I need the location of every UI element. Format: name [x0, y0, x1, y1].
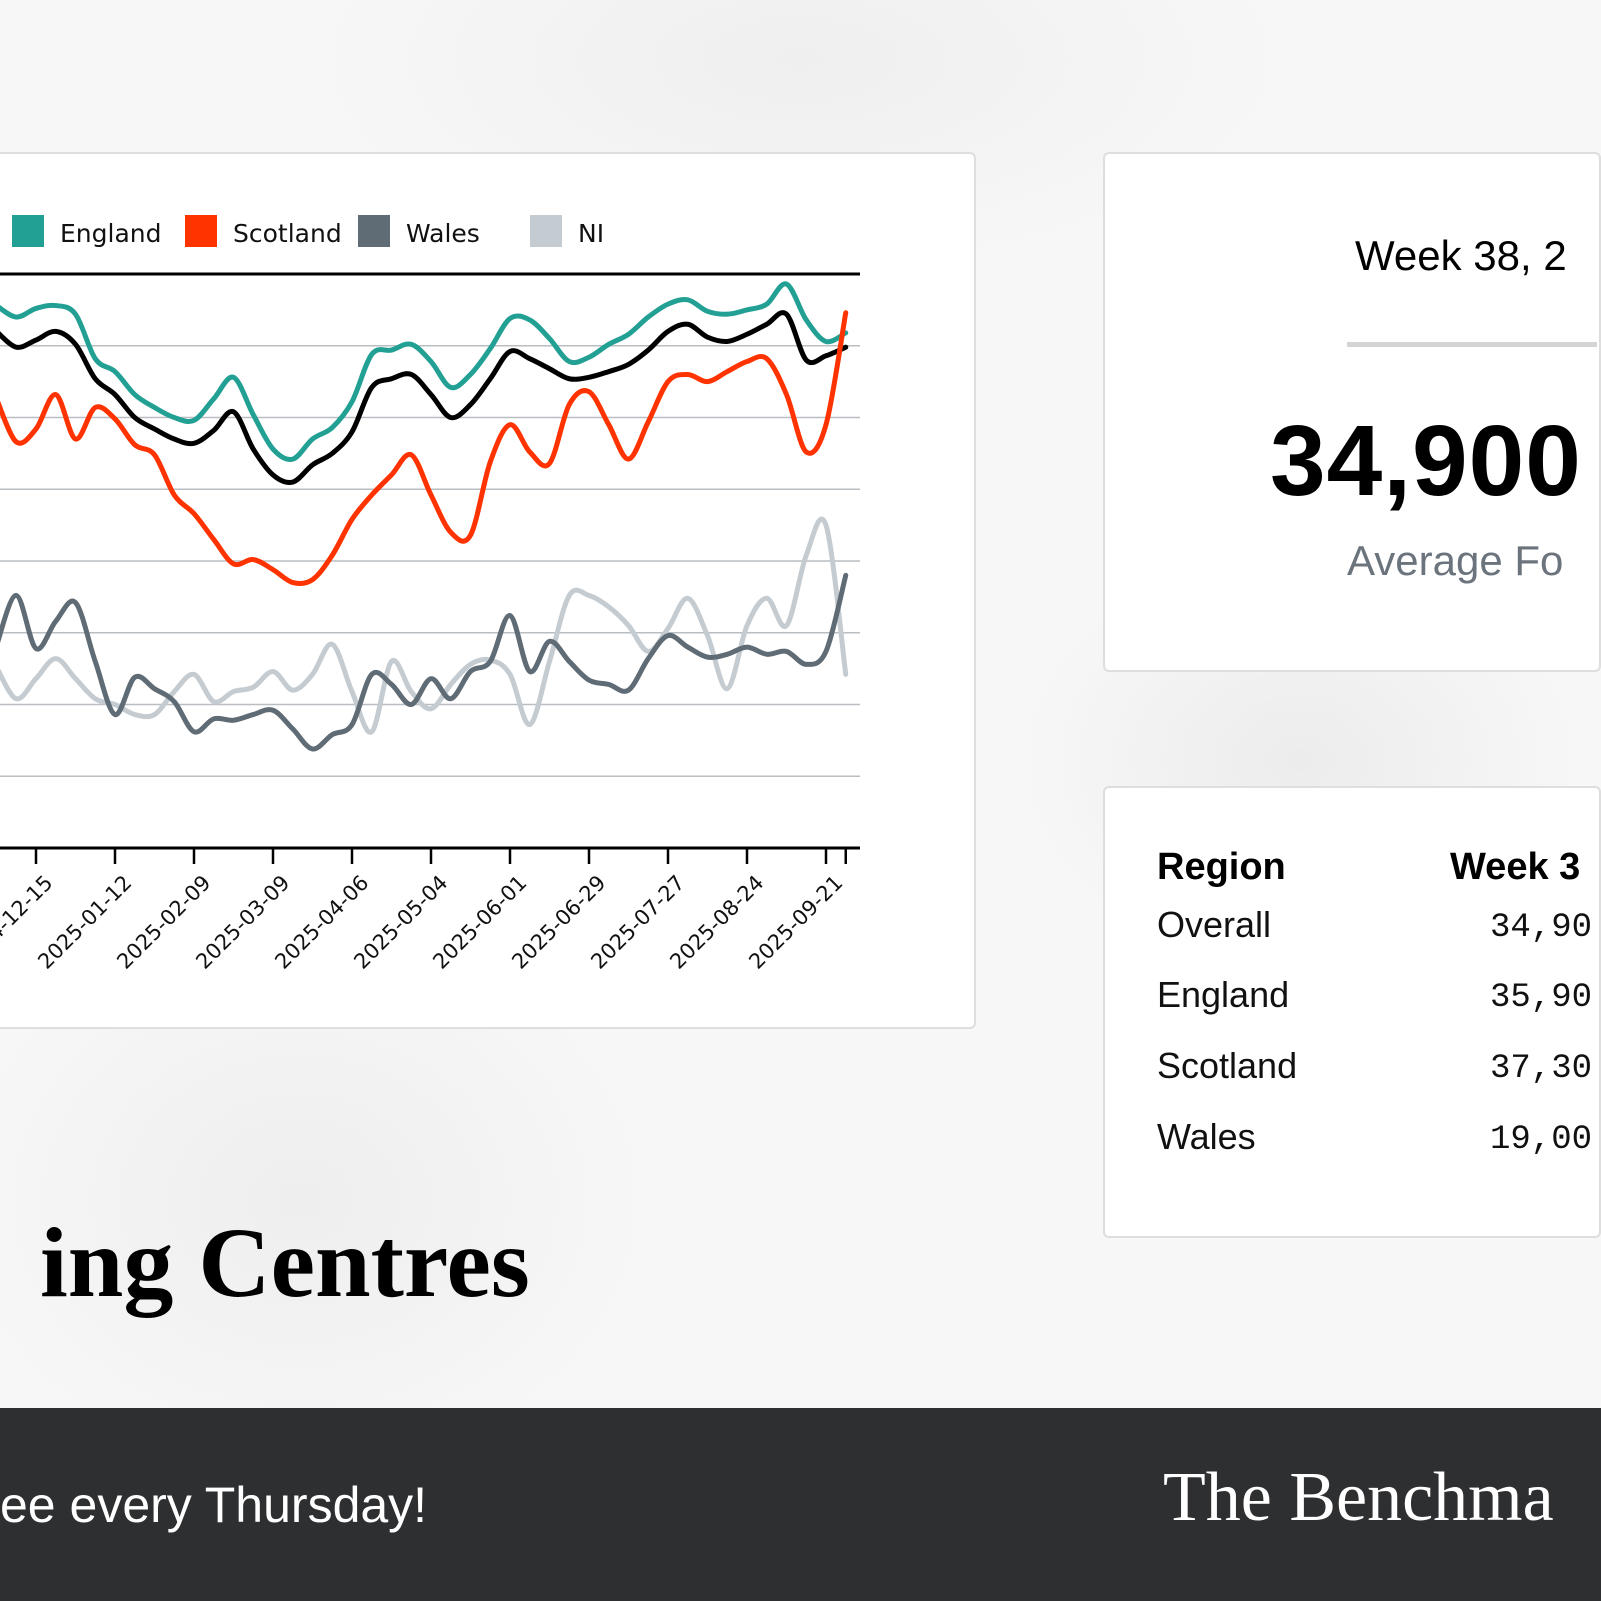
legend-swatch-wales [358, 215, 390, 247]
table-row-value: 19,00 [1490, 1121, 1593, 1159]
footfall-chart-card: 2024-12-15 2025-01-12 2025-02-09 2025-03-09… [0, 152, 976, 1029]
footer-tagline: ee every Thursday! [0, 1477, 428, 1533]
kpi-divider [1347, 342, 1597, 347]
legend-swatch-england [12, 215, 44, 247]
kpi-label: Average Fo [1347, 537, 1564, 584]
legend-label-wales: Wales [406, 219, 480, 248]
table-row-value: 35,90 [1490, 979, 1593, 1017]
page-title: ing Centres [40, 1207, 530, 1318]
table-row-value: 34,90 [1490, 909, 1593, 947]
region-table: Region Week 3 Overall 34,90 England 35,9… [1103, 786, 1601, 1238]
legend-swatch-scotland [185, 215, 217, 247]
legend-swatch-ni [530, 215, 562, 247]
table-row-value: 37,30 [1490, 1050, 1593, 1088]
series-line-ni [0, 516, 849, 735]
table-header-region: Region [1157, 846, 1286, 888]
kpi-week-label: Week 38, 2 [1355, 232, 1567, 279]
footfall-line-chart: 2024-12-152025-01-122025-02-092025-03-09… [0, 215, 860, 974]
series-line-england [0, 281, 849, 462]
legend-label-ni: NI [578, 219, 604, 248]
series-line-overall [0, 310, 849, 485]
footer-bar: ee every Thursday! The Benchma [0, 1408, 1601, 1601]
kpi-card: Week 38, 2 34,900 Average Fo [1103, 152, 1601, 672]
legend-label-scotland: Scotland [233, 219, 342, 248]
footer-brand-logo: The Benchma [1163, 1459, 1554, 1536]
series-line-wales [0, 572, 849, 752]
table-row-region: Overall [1157, 904, 1272, 945]
table-row-region: Wales [1157, 1116, 1256, 1157]
series-line-scotland [0, 310, 849, 587]
legend-label-england: England [60, 219, 162, 248]
table-row-region: England [1157, 974, 1290, 1015]
table-header-week: Week 3 [1450, 846, 1581, 888]
kpi-value: 34,900 [1270, 405, 1582, 517]
table-row-region: Scotland [1157, 1045, 1298, 1086]
